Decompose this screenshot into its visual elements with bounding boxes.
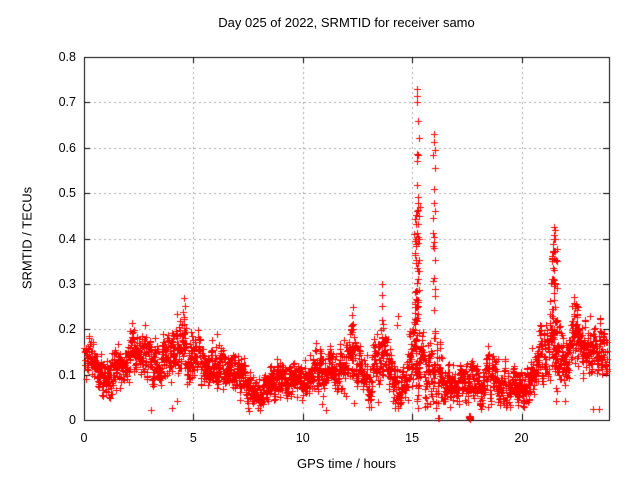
- y-tick-label: 0: [69, 413, 76, 427]
- y-tick-label: 0.5: [58, 186, 76, 201]
- y-tick-label: 0.1: [58, 367, 76, 382]
- x-tick-label: 0: [80, 431, 88, 445]
- y-tick-label: 0.7: [58, 95, 76, 110]
- x-tick-label: 10: [295, 431, 310, 445]
- x-tick-label: 20: [514, 431, 529, 445]
- x-tick-label: 5: [189, 431, 197, 445]
- x-axis-label: GPS time / hours: [297, 456, 396, 471]
- y-tick-label: 0.8: [58, 50, 76, 64]
- y-tick-label: 0.2: [58, 322, 76, 337]
- y-tick-label: 0.4: [58, 231, 76, 246]
- y-tick-label: 0.3: [58, 276, 76, 291]
- x-tick-label: 15: [405, 431, 420, 445]
- chart-title: Day 025 of 2022, SRMTID for receiver sam…: [218, 15, 475, 30]
- y-tick-label: 0.6: [58, 140, 76, 155]
